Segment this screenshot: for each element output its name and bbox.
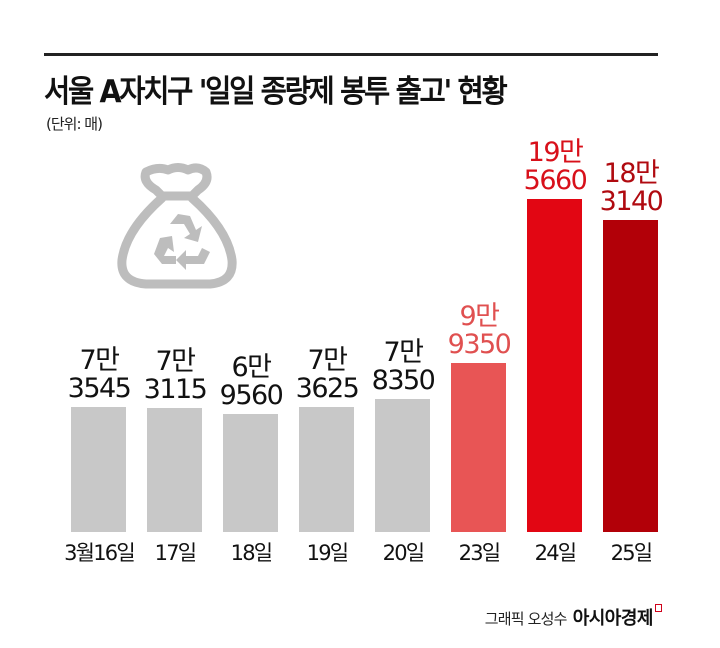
x-axis-label: 3월16일	[64, 541, 136, 565]
bar	[299, 407, 354, 532]
value-line-1: 7만	[79, 345, 120, 376]
value-line-1: 6만	[231, 352, 272, 383]
unit-label: (단위: 매)	[46, 115, 103, 133]
brand-mark-icon	[655, 604, 662, 612]
bar	[71, 407, 126, 532]
bar	[603, 220, 658, 532]
x-axis-label: 17일	[154, 541, 197, 565]
value-line-1: 7만	[307, 345, 348, 376]
credit: 그래픽 오성수 아시아경제	[485, 604, 662, 630]
bar-value-label: 9만 9350	[434, 303, 524, 359]
value-line-2: 3625	[295, 373, 360, 404]
value-line-2: 3140	[599, 186, 664, 217]
value-line-1: 19만	[527, 137, 584, 168]
credit-author: 그래픽 오성수	[484, 610, 568, 628]
bar	[147, 408, 202, 532]
x-axis-label: 18일	[230, 541, 273, 565]
value-line-1: 18만	[603, 158, 660, 189]
value-line-2: 8350	[371, 365, 436, 396]
bar-value-label: 6만 9560	[206, 354, 296, 410]
x-axis-label: 25일	[610, 541, 653, 565]
value-line-2: 3545	[67, 373, 132, 404]
bar-value-label: 19만 5660	[510, 139, 600, 195]
value-line-1: 7만	[383, 337, 424, 368]
bar	[527, 199, 582, 532]
bar-value-label: 7만 3625	[282, 347, 372, 403]
chart-title: 서울 A자치구 '일일 종량제 봉투 출고' 현황	[44, 74, 508, 110]
x-axis-label: 23일	[458, 541, 501, 565]
value-line-1: 7만	[155, 346, 196, 377]
bar-value-label: 18만 3140	[586, 160, 676, 216]
x-axis-label: 20일	[382, 541, 425, 565]
value-line-2: 3115	[143, 374, 208, 405]
bar	[223, 414, 278, 532]
value-line-2: 5660	[523, 165, 588, 196]
bar	[451, 363, 506, 532]
recycling-trash-bag-icon	[106, 160, 251, 294]
bar	[375, 399, 430, 532]
value-line-2: 9560	[219, 380, 284, 411]
title-rule	[44, 53, 658, 56]
x-axis-label: 19일	[306, 541, 349, 565]
bar-value-label: 7만 3545	[54, 347, 144, 403]
bar-value-label: 7만 8350	[358, 339, 448, 395]
value-line-1: 9만	[459, 301, 500, 332]
value-line-2: 9350	[447, 329, 512, 360]
brand-logo: 아시아경제	[572, 608, 654, 629]
x-axis-label: 24일	[534, 541, 577, 565]
bar-value-label: 7만 3115	[130, 348, 220, 404]
